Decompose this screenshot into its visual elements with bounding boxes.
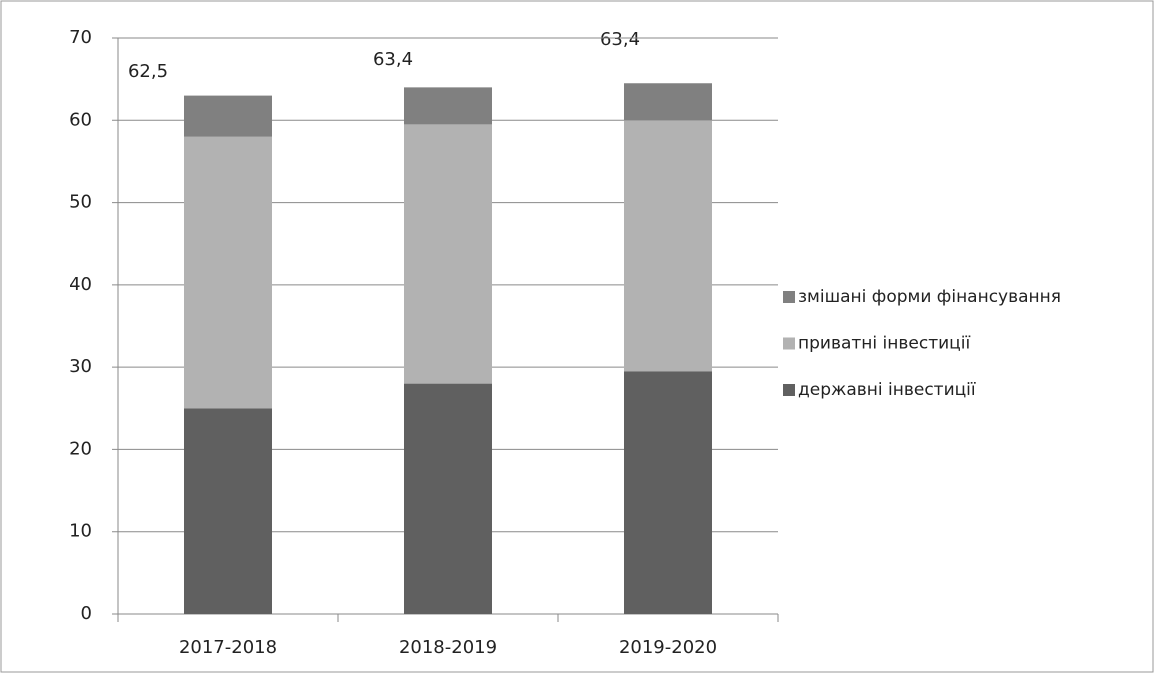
- bar-segment: [184, 95, 272, 137]
- y-tick-label: 30: [69, 356, 92, 377]
- y-tick-label: 50: [69, 192, 92, 213]
- annotation: 62,5: [128, 61, 168, 82]
- annotation: 63,4: [373, 49, 413, 70]
- bar-segment: [404, 383, 492, 614]
- y-tick-label: 70: [69, 27, 92, 48]
- legend-swatch: [783, 384, 795, 396]
- bar-segment: [184, 408, 272, 614]
- legend-swatch: [783, 337, 795, 350]
- bar-segment: [404, 87, 492, 125]
- legend-label: приватні інвестиції: [798, 334, 970, 354]
- annotation: 63,4: [600, 29, 640, 50]
- bar-segment: [184, 136, 272, 409]
- y-tick-label: 40: [69, 274, 92, 295]
- y-tick-label: 0: [81, 603, 92, 624]
- y-tick-label: 60: [69, 109, 92, 130]
- legend-swatch: [783, 291, 795, 303]
- legend-label: змішані форми фінансування: [798, 287, 1061, 307]
- x-tick-label: 2018-2019: [399, 637, 497, 658]
- bar-segment: [404, 124, 492, 384]
- x-tick-label: 2017-2018: [179, 637, 277, 658]
- bar-segment: [624, 83, 712, 121]
- bar-segment: [624, 120, 712, 372]
- y-tick-label: 20: [69, 438, 92, 459]
- bar-segment: [624, 371, 712, 614]
- legend-label: державні інвестиції: [798, 380, 976, 400]
- y-tick-label: 10: [69, 521, 92, 542]
- x-tick-label: 2019-2020: [619, 637, 717, 658]
